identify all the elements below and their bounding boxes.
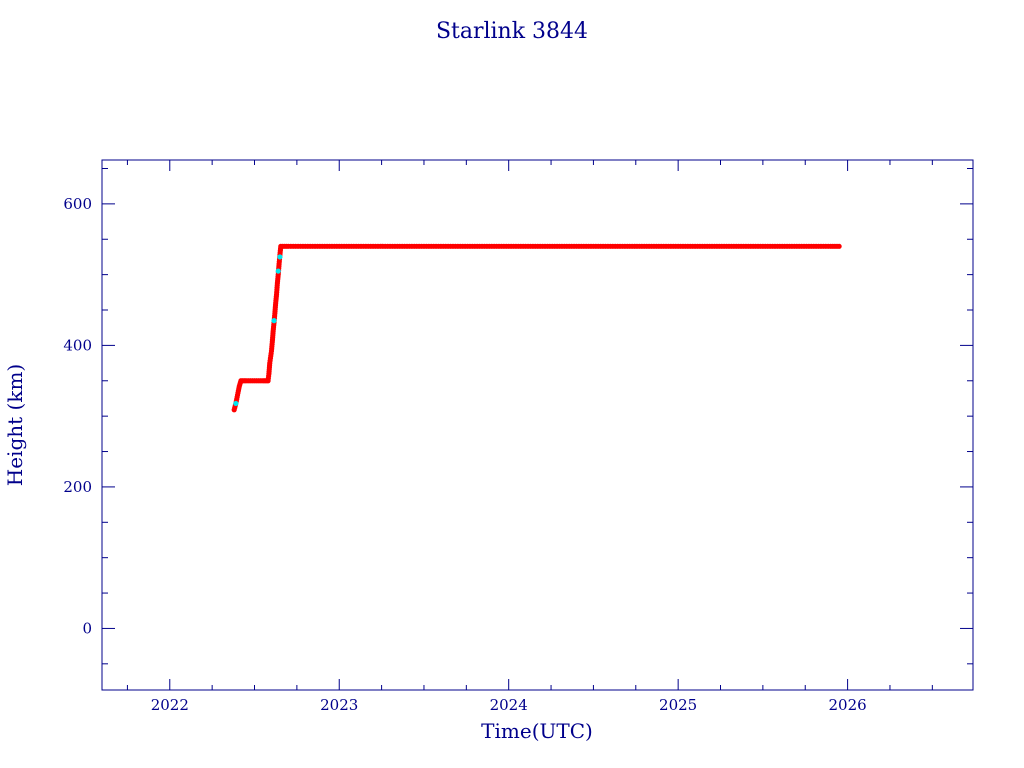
x-tick-label: 2024: [490, 696, 528, 714]
y-tick-label: 600: [63, 195, 92, 213]
data-point: [271, 318, 277, 324]
series-layer: [231, 243, 842, 413]
plot-area: 2022 2023 2024 2025 2026 0 200 400 600: [63, 159, 974, 714]
x-axis: 2022 2023 2024 2025 2026: [126, 160, 933, 714]
plot-frame: [101, 159, 974, 691]
data-point: [277, 254, 283, 260]
y-tick-label: 200: [63, 478, 92, 496]
data-point: [836, 243, 842, 249]
series-1: [233, 254, 283, 407]
x-axis-label: Time(UTC): [481, 719, 593, 743]
x-tick-label: 2025: [659, 696, 697, 714]
data-point: [233, 400, 239, 407]
y-tick-label: 0: [82, 619, 92, 637]
y-tick-label: 400: [63, 336, 92, 354]
x-tick-label: 2022: [151, 696, 189, 714]
data-point: [275, 268, 281, 274]
x-tick-label: 2026: [829, 696, 867, 714]
chart-title: Starlink 3844: [436, 19, 588, 44]
x-tick-label: 2023: [320, 696, 358, 714]
y-axis: 0 200 400 600: [63, 167, 973, 665]
series-0: [231, 243, 842, 413]
y-axis-label: Height (km): [3, 364, 27, 486]
